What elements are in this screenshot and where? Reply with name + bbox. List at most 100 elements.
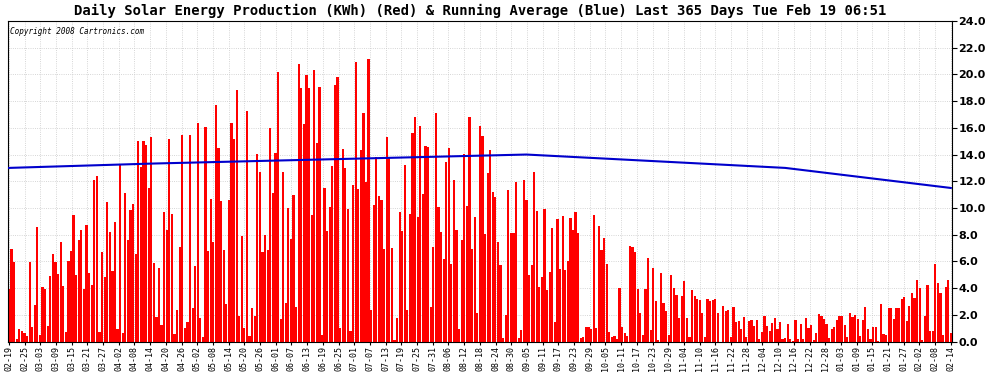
Bar [311, 215, 313, 342]
Bar [476, 314, 478, 342]
Bar [42, 287, 44, 342]
Bar [577, 233, 579, 342]
Bar [345, 168, 346, 342]
Bar [949, 333, 952, 342]
Bar [233, 139, 236, 342]
Bar [526, 200, 528, 342]
Bar [414, 117, 416, 342]
Bar [919, 288, 921, 342]
Bar [947, 280, 949, 342]
Bar [412, 133, 414, 342]
Bar [758, 339, 760, 342]
Bar [701, 314, 704, 342]
Bar [24, 333, 26, 342]
Bar [163, 212, 165, 342]
Bar [505, 315, 507, 342]
Bar [627, 336, 629, 342]
Bar [321, 335, 323, 342]
Bar [580, 339, 582, 342]
Bar [215, 105, 217, 342]
Bar [802, 339, 805, 342]
Bar [210, 199, 212, 342]
Bar [189, 135, 191, 342]
Bar [427, 147, 430, 342]
Bar [207, 251, 209, 342]
Bar [877, 341, 879, 342]
Bar [901, 298, 903, 342]
Bar [111, 271, 114, 342]
Bar [784, 338, 786, 342]
Bar [823, 319, 825, 342]
Bar [138, 141, 140, 342]
Bar [277, 72, 279, 342]
Bar [440, 232, 443, 342]
Bar [846, 337, 848, 342]
Bar [447, 148, 449, 342]
Bar [39, 334, 41, 342]
Bar [176, 310, 178, 342]
Bar [29, 262, 31, 342]
Bar [556, 219, 558, 342]
Bar [168, 139, 170, 342]
Bar [481, 136, 483, 342]
Bar [613, 336, 616, 342]
Bar [810, 325, 812, 342]
Bar [26, 336, 28, 342]
Bar [768, 330, 771, 342]
Bar [872, 327, 874, 342]
Bar [590, 329, 592, 342]
Bar [70, 251, 72, 342]
Bar [305, 75, 308, 342]
Bar [199, 318, 202, 342]
Bar [644, 289, 646, 342]
Bar [251, 308, 253, 342]
Bar [332, 166, 334, 342]
Bar [794, 320, 797, 342]
Bar [316, 142, 318, 342]
Bar [874, 327, 877, 342]
Bar [349, 331, 351, 342]
Bar [446, 162, 447, 342]
Bar [712, 300, 714, 342]
Bar [47, 326, 49, 342]
Bar [228, 200, 230, 342]
Bar [941, 335, 944, 342]
Bar [848, 313, 851, 342]
Bar [546, 290, 548, 342]
Bar [178, 247, 181, 342]
Bar [466, 206, 468, 342]
Bar [670, 275, 672, 342]
Bar [18, 329, 21, 342]
Bar [771, 323, 773, 342]
Bar [776, 329, 778, 342]
Bar [258, 172, 261, 342]
Bar [295, 307, 297, 342]
Bar [940, 293, 941, 342]
Bar [691, 290, 693, 342]
Bar [640, 313, 642, 342]
Bar [813, 340, 815, 342]
Bar [551, 228, 553, 342]
Bar [101, 252, 103, 342]
Bar [935, 264, 937, 342]
Bar [826, 324, 828, 342]
Bar [62, 286, 64, 342]
Bar [359, 150, 362, 342]
Bar [171, 214, 173, 342]
Bar [792, 341, 794, 342]
Bar [797, 339, 799, 342]
Bar [564, 270, 566, 342]
Bar [181, 135, 183, 342]
Bar [438, 207, 440, 342]
Bar [298, 64, 300, 342]
Bar [220, 201, 222, 342]
Bar [606, 264, 608, 342]
Bar [54, 262, 56, 342]
Bar [929, 331, 932, 342]
Bar [914, 298, 916, 342]
Title: Daily Solar Energy Production (KWh) (Red) & Running Average (Blue) Last 365 Days: Daily Solar Energy Production (KWh) (Red… [73, 4, 886, 18]
Bar [885, 335, 887, 342]
Bar [337, 77, 339, 342]
Bar [75, 275, 77, 342]
Bar [544, 209, 545, 342]
